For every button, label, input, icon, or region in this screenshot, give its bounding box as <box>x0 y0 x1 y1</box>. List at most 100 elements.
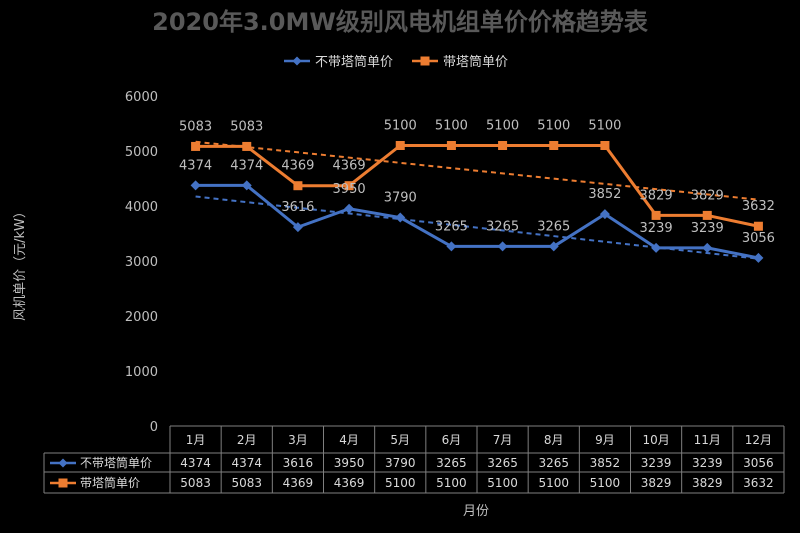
data-point-2 <box>600 141 610 150</box>
y-tick-label: 5000 <box>125 145 158 160</box>
data-label-2: 5083 <box>230 119 263 134</box>
x-tick-label: 3月 <box>288 433 308 447</box>
data-label-1: 3790 <box>384 191 417 206</box>
data-label-2: 5100 <box>588 119 621 134</box>
trendline-2 <box>195 140 759 201</box>
x-tick-label: 7月 <box>493 433 513 447</box>
data-label-2: 5100 <box>435 119 468 134</box>
x-tick-label: 1月 <box>186 433 206 447</box>
data-point-2 <box>702 210 712 220</box>
x-tick-label: 8月 <box>544 433 564 447</box>
data-point-1 <box>702 242 713 253</box>
table-cell: 5100 <box>590 476 621 490</box>
table-cell: 5100 <box>487 476 518 490</box>
table-cell: 5083 <box>180 476 211 490</box>
x-tick-label: 6月 <box>442 433 462 447</box>
data-point-1 <box>292 222 303 233</box>
table-cell: 4369 <box>334 476 365 490</box>
table-cell: 3239 <box>692 456 723 470</box>
table-cell: 3265 <box>436 456 467 470</box>
table-cell: 5083 <box>231 476 262 490</box>
trendline-1 <box>195 195 759 260</box>
table-cell: 3265 <box>538 456 569 470</box>
chart-title: 2020年3.0MW级别风电机组单价价格趋势表 <box>152 8 649 36</box>
x-tick-label: 2月 <box>237 433 257 447</box>
data-label-2: 5100 <box>486 119 519 134</box>
data-label-2: 3632 <box>742 199 775 214</box>
data-point-1 <box>344 203 355 214</box>
data-label-2: 5100 <box>537 119 570 134</box>
data-point-2 <box>395 141 405 150</box>
table-cell: 3829 <box>641 476 672 490</box>
y-tick-label: 0 <box>150 420 158 435</box>
table-cell: 3239 <box>641 456 672 470</box>
x-tick-label: 11月 <box>694 433 721 447</box>
legend: 不带塔筒单价 带塔筒单价 <box>284 54 508 70</box>
data-point-2 <box>753 221 763 231</box>
data-point-1 <box>446 241 457 252</box>
table-cell: 3950 <box>334 456 365 470</box>
legend-marker-2 <box>420 56 430 66</box>
x-tick-label: 5月 <box>390 433 410 447</box>
data-label-2: 5083 <box>179 119 212 134</box>
data-label-1: 4374 <box>230 158 263 173</box>
data-label-1: 3950 <box>333 182 366 197</box>
data-point-1 <box>190 180 201 191</box>
data-label-1: 3616 <box>281 200 314 215</box>
data-label-1: 3239 <box>640 221 673 236</box>
table-cell: 3829 <box>692 476 723 490</box>
x-tick-label: 12月 <box>745 433 772 447</box>
data-point-2 <box>293 181 303 191</box>
y-axis-title: 风机单价（元/kW） <box>13 205 28 321</box>
table-legend-marker-1 <box>58 458 68 468</box>
legend-label: 不带塔筒单价 <box>315 54 393 70</box>
table-cell: 5100 <box>385 476 416 490</box>
data-points <box>190 141 764 263</box>
data-point-2 <box>446 141 456 150</box>
table-cell: 3852 <box>590 456 621 470</box>
data-label-1: 3265 <box>537 219 570 234</box>
data-point-2 <box>651 210 661 220</box>
x-tick-label: 10月 <box>642 433 669 447</box>
table-cell: 3790 <box>385 456 416 470</box>
y-tick-label: 3000 <box>125 255 158 270</box>
data-point-1 <box>651 242 662 253</box>
trendlines <box>195 140 759 260</box>
table-row-header: 不带塔筒单价 <box>80 455 152 470</box>
series-line-2 <box>195 144 759 228</box>
table-cell: 4369 <box>283 476 314 490</box>
data-label-1: 3852 <box>588 187 621 202</box>
table-cell: 3632 <box>743 476 774 490</box>
x-tick-label: 9月 <box>595 433 615 447</box>
x-tick-label: 4月 <box>339 433 359 447</box>
y-axis: 0 1000 2000 3000 4000 5000 6000 <box>125 90 158 435</box>
data-labels: 4374 4374 3616 3950 3790 3265 3265 3265 3852 3239… <box>179 119 775 246</box>
table-cell: 5100 <box>436 476 467 490</box>
data-label-1: 3056 <box>742 231 775 246</box>
y-tick-label: 4000 <box>125 200 158 215</box>
data-point-2 <box>498 141 508 150</box>
table-row-header: 带塔筒单价 <box>80 475 140 490</box>
table-cell: 3616 <box>283 456 314 470</box>
data-point-2 <box>242 141 252 151</box>
x-axis: 1月 2月 3月 4月 5月 6月 7月 8月 9月 10月 11月 12月 <box>186 433 772 447</box>
data-label-1: 3265 <box>435 219 468 234</box>
data-point-1 <box>599 209 610 220</box>
series-line-1 <box>195 183 759 260</box>
table-cell: 4374 <box>231 456 262 470</box>
table-cell: 4374 <box>180 456 211 470</box>
data-point-1 <box>753 252 764 263</box>
y-tick-label: 6000 <box>125 90 158 105</box>
legend-label: 带塔筒单价 <box>443 54 508 70</box>
series-lines <box>195 144 759 260</box>
table-cell: 3265 <box>487 456 518 470</box>
data-label-2: 4369 <box>333 159 366 174</box>
data-point-2 <box>191 141 201 151</box>
data-point-2 <box>549 141 559 150</box>
data-table: 不带塔筒单价 4374 4374 3616 3950 3790 3265 3265 3265 38… <box>50 455 774 490</box>
data-table-grid <box>43 425 785 494</box>
table-legend-marker-2 <box>58 478 68 488</box>
y-tick-label: 1000 <box>125 365 158 380</box>
